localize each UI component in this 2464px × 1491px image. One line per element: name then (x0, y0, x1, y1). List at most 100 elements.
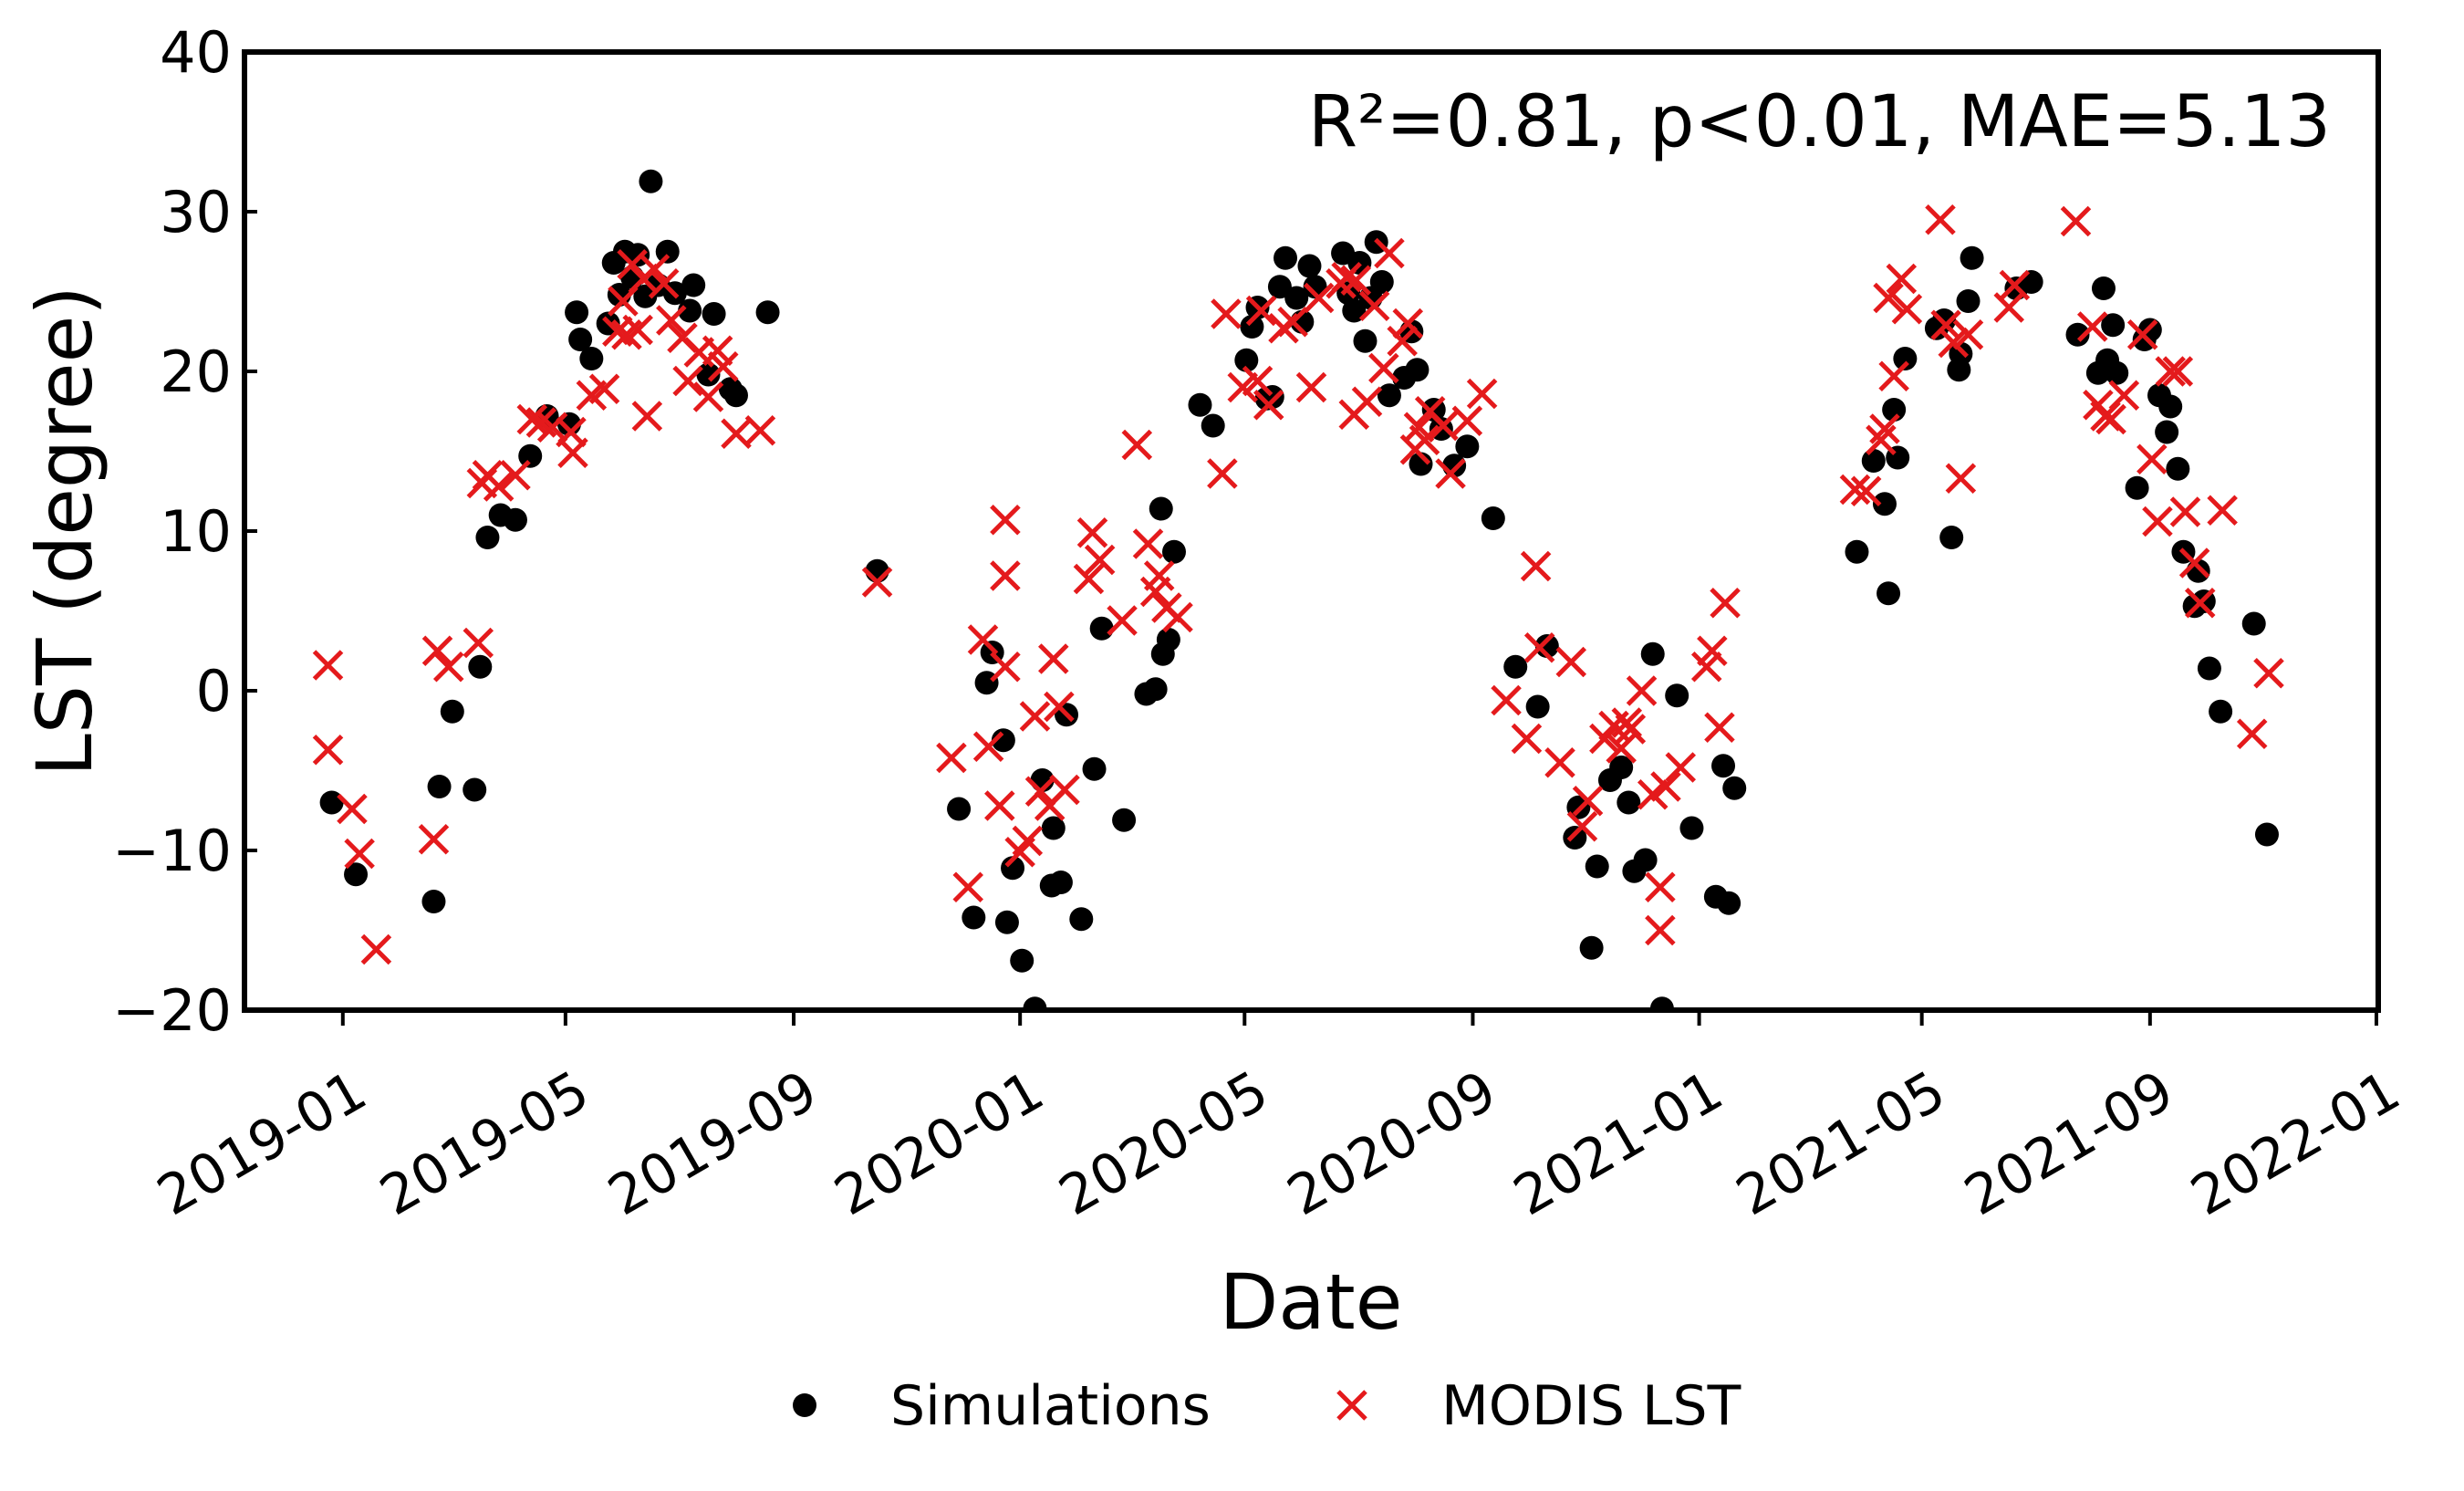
modis-point (1523, 631, 1555, 663)
simulation-point (1679, 816, 1704, 840)
simulation-point (1010, 948, 1034, 973)
simulation-point (1089, 616, 1114, 641)
x-tick-label: 2019-05 (369, 1058, 599, 1228)
modis-point (1491, 684, 1522, 716)
simulation-point (503, 507, 527, 532)
modis-point (1878, 360, 1909, 392)
x-tick-label: 2021-09 (1954, 1058, 2184, 1228)
simulation-point (678, 298, 702, 323)
modis-point (1606, 733, 1637, 764)
modis-point (1993, 292, 2025, 323)
simulation-point (1711, 754, 1736, 778)
modis-point (1076, 516, 1108, 548)
simulation-point (1143, 677, 1168, 702)
x-axis-label: Date (1220, 1257, 1403, 1347)
simulation-point (1001, 856, 1025, 881)
modis-point (2060, 205, 2092, 237)
legend-simulations-marker (793, 1393, 816, 1417)
modis-point (312, 650, 344, 681)
x-axis: 2019-012019-052019-092020-012020-052020-… (147, 1013, 2410, 1228)
modis-point (1645, 914, 1676, 946)
y-tick-label: 30 (160, 179, 232, 245)
simulation-point (1112, 808, 1137, 832)
modis-point (1697, 635, 1728, 667)
modis-point (1690, 651, 1722, 683)
y-tick-label: −20 (112, 977, 232, 1044)
modis-point (1331, 261, 1362, 293)
simulation-point (1284, 286, 1309, 310)
simulation-point (468, 654, 493, 679)
simulation-point (2105, 360, 2129, 385)
modis-point (1019, 701, 1051, 732)
simulation-point (475, 526, 500, 549)
modis-point (2236, 718, 2268, 750)
simulation-point (1481, 506, 1505, 530)
simulation-point (2241, 611, 2266, 636)
modis-point (1143, 560, 1175, 591)
simulation-point (1274, 245, 1298, 270)
modis-point (2108, 380, 2140, 412)
x-tick-label: 2020-01 (825, 1058, 1055, 1228)
simulation-point (639, 169, 663, 193)
simulation-point (1161, 539, 1186, 564)
modis-point (952, 871, 983, 903)
modis-point (1368, 352, 1399, 384)
x-tick-label: 2019-09 (598, 1058, 827, 1228)
simulation-point (1877, 581, 1901, 606)
simulation-point (723, 383, 748, 408)
modis-point (1869, 413, 1900, 444)
modis-point (344, 838, 375, 870)
simulation-point (1082, 756, 1107, 781)
simulation-point (2186, 558, 2210, 583)
simulation-point (344, 862, 369, 887)
modis-point (2162, 356, 2194, 387)
modis-point (360, 933, 392, 965)
simulation-point (681, 273, 706, 297)
plot-frame (242, 49, 2381, 1013)
modis-point (2077, 311, 2108, 342)
modis-point (1626, 675, 1658, 706)
simulation-point (2091, 276, 2116, 300)
modis-point (1572, 785, 1604, 817)
modis-point (648, 267, 680, 299)
simulation-point (1342, 298, 1367, 323)
modis-point (1038, 643, 1069, 674)
modis-point (557, 437, 588, 469)
y-axis: −20 −10 0 10 20 30 40 (112, 19, 257, 1044)
modis-point (1645, 871, 1676, 903)
simulation-point (579, 347, 604, 370)
simulation-point (962, 905, 986, 930)
simulation-point (2155, 420, 2179, 444)
simulation-point (1722, 776, 1747, 800)
modis-point (2184, 587, 2216, 619)
modis-point (1451, 405, 1483, 437)
simulation-point (565, 300, 589, 325)
modis-point (707, 350, 739, 382)
modis-point (516, 403, 548, 435)
modis-point (1999, 269, 2031, 301)
simulation-point (1956, 289, 1981, 313)
simulation-point (1609, 756, 1634, 779)
modis-point (1044, 691, 1075, 723)
simulation-point (440, 699, 464, 724)
simulation-point (1369, 270, 1394, 294)
modis-point (1162, 601, 1193, 633)
modis-point (639, 254, 671, 285)
modis-point (1650, 771, 1681, 802)
modis-point (656, 305, 687, 336)
modis-point (1049, 774, 1080, 806)
modis-point (861, 567, 893, 598)
modis-point (990, 504, 1021, 536)
simulation-point (1297, 254, 1322, 278)
modis-point (1121, 429, 1153, 461)
x-tick-label: 2020-05 (1049, 1058, 1279, 1228)
modis-point (1925, 203, 1956, 235)
simulation-point (1717, 891, 1741, 915)
modis-point (1340, 265, 1372, 297)
modis-point (990, 651, 1021, 683)
modis-point (1520, 550, 1552, 582)
modis-point (1435, 458, 1466, 489)
modis-point (1704, 712, 1735, 744)
fit-annotation: R²=0.81, p<0.01, MAE=5.13 (1308, 81, 2331, 163)
